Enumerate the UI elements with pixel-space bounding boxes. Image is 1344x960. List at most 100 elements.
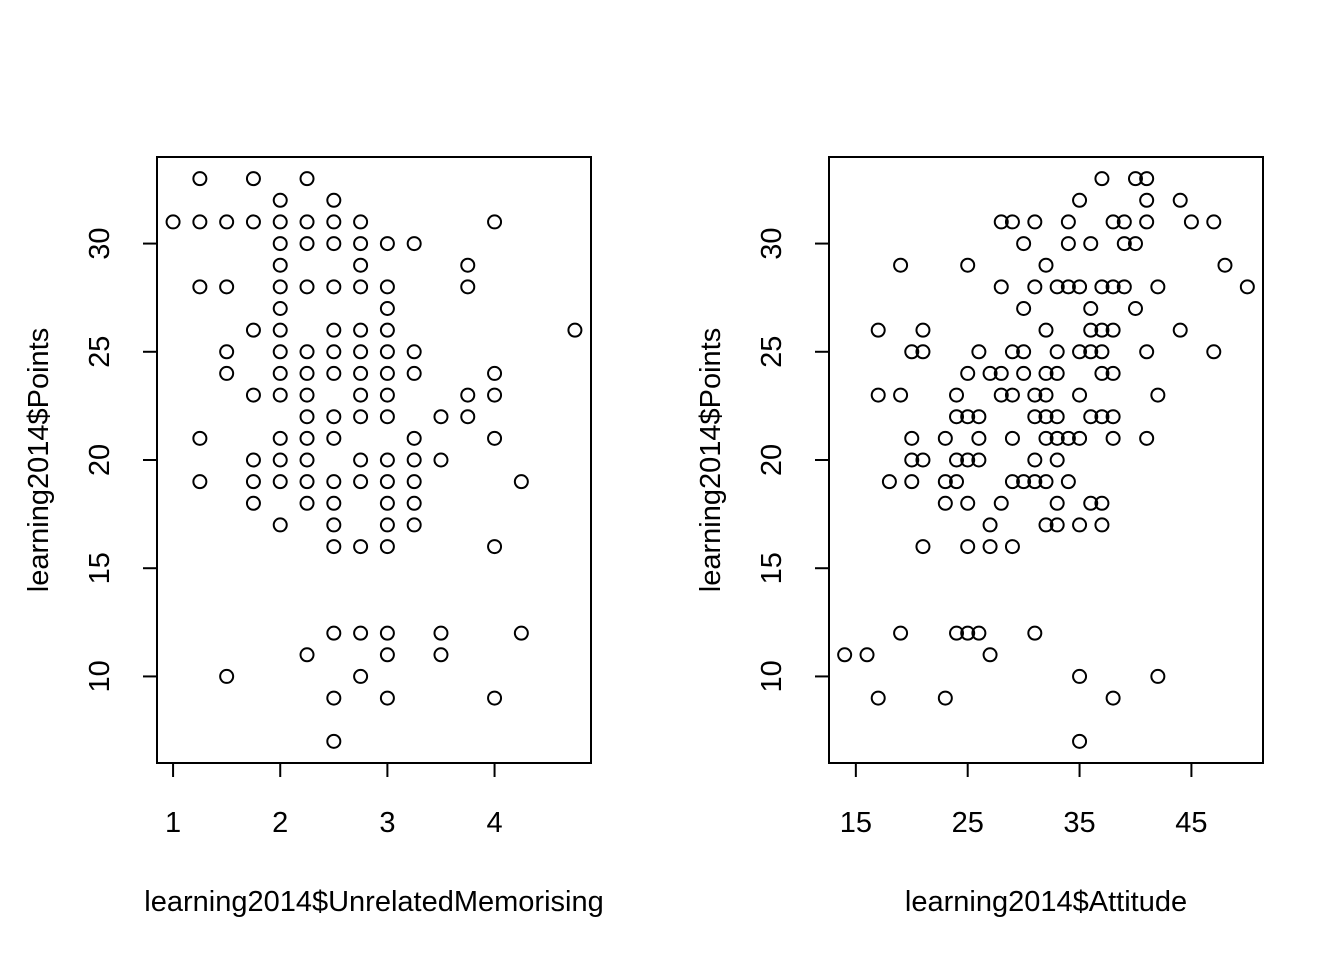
data-point: [353, 257, 369, 273]
data-point: [1105, 214, 1121, 230]
data-point: [1038, 517, 1054, 533]
data-point: [1049, 452, 1065, 468]
data-point: [379, 387, 395, 403]
data-point: [1105, 365, 1121, 381]
data-point: [949, 387, 965, 403]
data-point: [192, 430, 208, 446]
data-point: [299, 344, 315, 360]
data-point: [219, 365, 235, 381]
data-point: [915, 344, 931, 360]
data-point: [406, 517, 422, 533]
y-axis-label: learning2014$Points: [695, 328, 727, 592]
data-point: [460, 409, 476, 425]
data-point: [379, 365, 395, 381]
data-point: [192, 474, 208, 490]
data-point: [1016, 236, 1032, 252]
data-point: [1083, 236, 1099, 252]
x-tick-label: 2: [272, 807, 288, 839]
data-point: [353, 387, 369, 403]
data-point: [353, 668, 369, 684]
data-point: [937, 474, 953, 490]
data-point: [1183, 214, 1199, 230]
data-point: [982, 365, 998, 381]
data-point: [219, 668, 235, 684]
data-point: [1049, 517, 1065, 533]
data-point: [993, 214, 1009, 230]
data-point: [1072, 192, 1088, 208]
data-point: [567, 322, 583, 338]
data-point: [1049, 279, 1065, 295]
data-point: [1072, 733, 1088, 749]
data-point: [1038, 257, 1054, 273]
data-point: [1105, 322, 1121, 338]
data-point: [1004, 344, 1020, 360]
data-point: [1150, 279, 1166, 295]
data-point: [1038, 365, 1054, 381]
data-point: [1094, 344, 1110, 360]
data-point: [353, 409, 369, 425]
data-point: [971, 625, 987, 641]
data-point: [353, 322, 369, 338]
data-point: [326, 474, 342, 490]
data-point: [1072, 517, 1088, 533]
data-point: [299, 236, 315, 252]
data-point: [326, 192, 342, 208]
data-point: [219, 344, 235, 360]
data-point: [192, 279, 208, 295]
data-point: [1127, 301, 1143, 316]
data-point: [1083, 301, 1099, 316]
x-tick-label: 4: [486, 807, 502, 839]
data-point: [299, 171, 315, 187]
data-point: [299, 214, 315, 230]
data-point: [982, 539, 998, 555]
data-point: [326, 539, 342, 555]
data-point: [353, 452, 369, 468]
data-point: [1072, 279, 1088, 295]
data-point: [960, 365, 976, 381]
data-point: [993, 495, 1009, 511]
data-point: [937, 495, 953, 511]
data-point: [460, 257, 476, 273]
data-point: [245, 474, 261, 490]
x-tick-label: 25: [952, 807, 984, 839]
data-point: [326, 236, 342, 252]
x-tick-label: 1: [165, 807, 181, 839]
data-point: [1127, 236, 1143, 252]
data-point: [1060, 214, 1076, 230]
data-point: [299, 495, 315, 511]
data-point: [982, 647, 998, 663]
data-point: [379, 625, 395, 641]
data-point: [904, 452, 920, 468]
y-tick-label: 30: [84, 227, 116, 259]
data-point: [272, 257, 288, 273]
data-point: [1016, 301, 1032, 316]
y-axis-label: learning2014$Points: [23, 328, 55, 592]
data-point: [960, 452, 976, 468]
data-point: [272, 322, 288, 338]
data-point: [1172, 192, 1188, 208]
data-point: [1083, 409, 1099, 425]
data-point: [1139, 192, 1155, 208]
data-point: [870, 387, 886, 403]
data-point: [1094, 171, 1110, 187]
data-point: [1150, 387, 1166, 403]
data-point: [487, 430, 503, 446]
data-point: [406, 430, 422, 446]
data-point: [299, 409, 315, 425]
data-point: [353, 625, 369, 641]
data-points: [837, 171, 1255, 749]
data-point: [192, 214, 208, 230]
data-point: [326, 409, 342, 425]
data-point: [326, 365, 342, 381]
data-point: [299, 387, 315, 403]
data-point: [272, 279, 288, 295]
data-point: [993, 365, 1009, 381]
data-point: [1094, 322, 1110, 338]
data-point: [904, 430, 920, 446]
data-point: [326, 495, 342, 511]
y-tick-label: 20: [756, 444, 788, 476]
data-point: [1049, 430, 1065, 446]
data-point: [1027, 474, 1043, 490]
data-point: [299, 430, 315, 446]
data-point: [960, 625, 976, 641]
